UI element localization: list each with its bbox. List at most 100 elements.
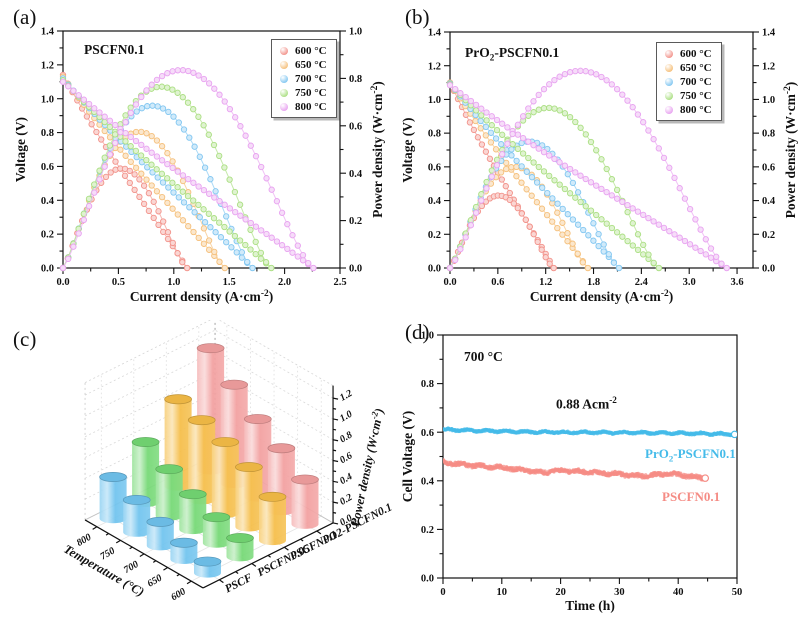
svg-text:0: 0 xyxy=(440,587,445,598)
svg-text:20: 20 xyxy=(555,587,566,598)
svg-text:0.6: 0.6 xyxy=(41,162,54,173)
svg-text:1.0: 1.0 xyxy=(428,95,441,106)
svg-text:1.2: 1.2 xyxy=(428,61,441,72)
svg-text:40: 40 xyxy=(673,587,684,598)
svg-text:1.2: 1.2 xyxy=(762,61,775,72)
svg-text:0.8: 0.8 xyxy=(41,128,54,139)
legend-item: 800 °C xyxy=(280,100,327,114)
svg-text:0.8: 0.8 xyxy=(349,74,362,85)
svg-text:0.8: 0.8 xyxy=(421,379,434,390)
svg-text:2.0: 2.0 xyxy=(278,277,291,288)
iv-series xyxy=(59,67,317,272)
svg-text:50: 50 xyxy=(732,587,743,598)
legend-item: 650 °C xyxy=(280,58,327,72)
iv-series xyxy=(446,67,730,272)
bar3d-cylinder xyxy=(211,442,239,518)
panel-letter-a: (a) xyxy=(13,5,37,29)
panel-letter-b: (b) xyxy=(405,5,430,29)
svg-text:1.0: 1.0 xyxy=(338,409,354,425)
panel-b-legend: 600 °C 650 °C 700 °C 750 °C 800 °C xyxy=(656,42,722,121)
svg-text:0.6: 0.6 xyxy=(428,162,441,173)
svg-text:0.2: 0.2 xyxy=(349,216,362,227)
svg-text:0.4: 0.4 xyxy=(428,196,442,207)
svg-text:0.8: 0.8 xyxy=(428,129,441,140)
iv-series xyxy=(59,71,191,272)
bar3d-cylinder xyxy=(291,479,319,529)
bar3d-cylinder xyxy=(99,477,127,524)
panel-a-plot: 0.0 0.5 1.0 1.5 2.0 2.50.00.20.40.60.81.01.21… xyxy=(13,27,385,304)
y-axis-right-label: Power density (W·cm-2) xyxy=(370,81,385,218)
bar3d-cylinder xyxy=(123,499,151,537)
svg-text:0.4: 0.4 xyxy=(421,476,435,487)
svg-text:2.4: 2.4 xyxy=(635,277,649,288)
legend-marker-icon xyxy=(280,61,288,69)
legend-item: 750 °C xyxy=(665,89,712,103)
svg-text:0.8: 0.8 xyxy=(762,129,775,140)
x-axis-label: Current density (A·cm-2) xyxy=(130,289,273,304)
svg-text:0.2: 0.2 xyxy=(428,230,441,241)
panel-b-title: PrO2-PSCFN0.1 xyxy=(465,45,560,63)
svg-text:1.4: 1.4 xyxy=(428,28,442,39)
legend-label: 700 °C xyxy=(680,76,712,88)
legend-item: 600 °C xyxy=(665,47,712,61)
svg-text:0.4: 0.4 xyxy=(762,196,776,207)
svg-text:10: 10 xyxy=(497,587,508,598)
bar3d-cylinder xyxy=(226,538,254,562)
svg-text:0.4: 0.4 xyxy=(338,471,354,487)
svg-text:0.6: 0.6 xyxy=(338,450,354,466)
svg-text:0.2: 0.2 xyxy=(421,525,434,536)
panel-letter-c: (c) xyxy=(13,327,37,351)
svg-text:0.0: 0.0 xyxy=(443,277,456,288)
svg-text:0.8: 0.8 xyxy=(338,430,354,446)
svg-text:3.6: 3.6 xyxy=(730,277,743,288)
y-axis-label: Cell Voltage (V) xyxy=(400,411,415,503)
legend-label: 600 °C xyxy=(295,45,327,57)
svg-text:0.0: 0.0 xyxy=(56,277,69,288)
legend-marker-icon xyxy=(280,103,288,111)
svg-text:1.2: 1.2 xyxy=(539,277,552,288)
legend-item: 750 °C xyxy=(280,86,327,100)
svg-text:1.0: 1.0 xyxy=(762,95,775,106)
bar3d-cylinder xyxy=(132,442,160,507)
legend-label: 800 °C xyxy=(680,104,712,116)
panel-b-plot: 0.0 0.6 1.2 1.8 2.4 3.0 3.6 0.0 0.2 0.4 0.6 0.8 1.0 1… xyxy=(400,28,798,304)
panel-d-temperature: 700 °C xyxy=(464,349,503,364)
svg-text:650: 650 xyxy=(146,573,164,590)
svg-text:0.2: 0.2 xyxy=(338,492,354,508)
svg-text:0.6: 0.6 xyxy=(491,277,504,288)
svg-text:1.4: 1.4 xyxy=(41,27,55,38)
bar3d-cylinder xyxy=(259,496,286,546)
svg-text:0.0: 0.0 xyxy=(428,264,441,275)
legend-label: 800 °C xyxy=(295,101,327,113)
svg-text:1.0: 1.0 xyxy=(167,277,180,288)
legend-item: 650 °C xyxy=(665,61,712,75)
panel-c-plot: 600650700750800PSCFPSCFN0.05PSCFN0.1PO2-… xyxy=(61,317,394,603)
legend-marker-icon xyxy=(665,50,673,58)
svg-text:30: 30 xyxy=(614,587,625,598)
panel-d-label-pro2-pscfn01: PrO2-PSCFN0.1 xyxy=(645,446,736,464)
x-axis-label: Current density (A·cm-2) xyxy=(530,289,673,304)
legend-item: 700 °C xyxy=(665,75,712,89)
panel-c: 600 650 700 750 800 PSCF PSCFN0.05 PSCFN0.1 PO2-… xyxy=(0,317,400,631)
legend-item: 600 °C xyxy=(280,44,327,58)
panel-a: 0.0 0.5 1.0 1.5 2.0 2.5 0.0 0.2 0.4 0.6 0.8 1.0 1.2 1… xyxy=(0,0,400,320)
svg-text:1.0: 1.0 xyxy=(349,27,362,38)
legend-marker-icon xyxy=(665,92,673,100)
x-axis-label: Time (h) xyxy=(565,598,615,613)
svg-text:0.6: 0.6 xyxy=(762,162,775,173)
legend-marker-icon xyxy=(665,64,673,72)
legend-marker-icon xyxy=(280,75,288,83)
svg-text:0.0: 0.0 xyxy=(762,264,775,275)
y-axis-left-label: Voltage (V) xyxy=(13,117,28,182)
legend-label: 600 °C xyxy=(680,48,712,60)
svg-text:1.8: 1.8 xyxy=(587,277,600,288)
legend-label: 750 °C xyxy=(295,87,327,99)
panel-b: 0.0 0.6 1.2 1.8 2.4 3.0 3.6 0.0 0.2 0.4 0.6 0.8 1.0 1… xyxy=(400,0,800,320)
bar3d-cylinder xyxy=(146,521,174,551)
y-axis-left-label: Voltage (V) xyxy=(400,117,415,182)
svg-text:1.2: 1.2 xyxy=(338,388,354,404)
svg-text:0.0: 0.0 xyxy=(421,574,434,585)
legend-label: 700 °C xyxy=(295,73,327,85)
legend-item: 800 °C xyxy=(665,103,712,117)
